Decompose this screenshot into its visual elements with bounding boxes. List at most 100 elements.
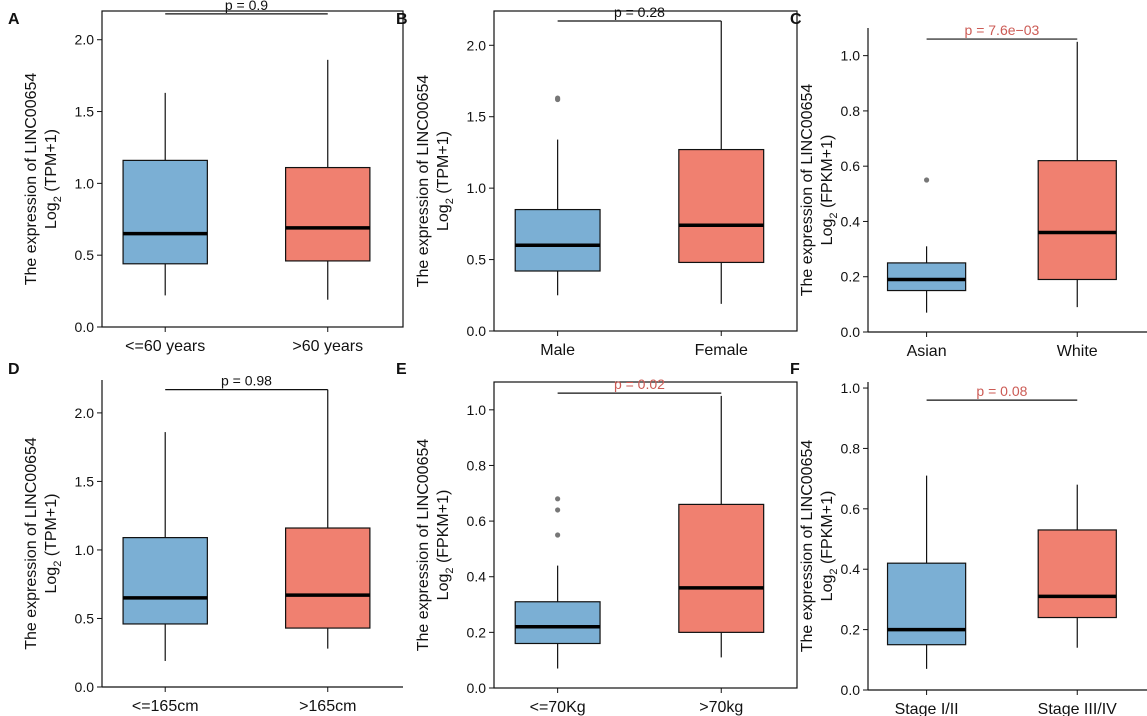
box-iqr	[514, 208, 601, 272]
log-unit: (TPM+1)	[43, 129, 60, 196]
plot-frame	[493, 10, 798, 332]
plot-frame	[493, 381, 798, 689]
y-axis-label: The expression of LINC00654	[799, 84, 816, 297]
box-2: Stage III/IV	[1037, 484, 1117, 716]
y-axis-label-unit: Log2 (TPM+1)	[43, 494, 64, 594]
pvalue-label: p = 0.08	[976, 383, 1027, 399]
pvalue-label: p = 0.98	[221, 373, 272, 389]
y-tick-label: 0.8	[841, 440, 861, 456]
y-axis-label: The expression of LINC00654	[415, 75, 432, 288]
box-1: Male	[514, 95, 601, 359]
box-iqr	[285, 527, 371, 629]
x-tick-label: <=60 years	[125, 338, 205, 355]
log-unit: (FPKM+1)	[819, 491, 836, 569]
log-subscript: 2	[828, 212, 840, 218]
y-tick-label: 2.0	[467, 37, 487, 53]
x-tick-label: Asian	[907, 343, 947, 360]
panel-e: E 0.0 0.2 0.4 0.6 0.8 1.0 The expression of LIN…	[396, 361, 798, 716]
log-subscript: 2	[444, 198, 456, 204]
y-tick-label: 0.8	[841, 103, 861, 119]
x-tick-label: <=165cm	[132, 698, 199, 715]
y-tick-label: 0.8	[467, 457, 487, 473]
panel-letter: B	[396, 11, 408, 28]
log-text: Log	[43, 567, 60, 594]
y-tick-label: 0.5	[467, 252, 487, 268]
x-tick-label: Male	[540, 342, 575, 359]
y-axis-label: The expression of LINC00654	[799, 440, 816, 653]
y-tick-label: 0.4	[841, 213, 861, 229]
panel-c: C 0.0 0.2 0.4 0.6 0.8 1.0 The expression of LIN…	[790, 11, 1147, 360]
y-tick-label: 0.0	[841, 324, 861, 340]
log-subscript: 2	[52, 561, 64, 567]
x-tick-label: Female	[695, 342, 748, 359]
pvalue-label: p = 0.9	[225, 0, 268, 13]
box-iqr	[886, 262, 967, 292]
log-subscript: 2	[52, 196, 64, 202]
box-1: <=60 years	[122, 92, 208, 355]
y-axis-label-unit: Log2 (TPM+1)	[43, 129, 64, 229]
y-tick-label: 1.0	[75, 542, 95, 558]
log-unit: (TPM+1)	[43, 494, 60, 561]
y-tick-label: 0.6	[841, 158, 861, 174]
y-tick-label: 1.0	[841, 48, 861, 64]
box-2: White	[1037, 41, 1117, 360]
y-tick-label: 0.0	[75, 679, 95, 695]
x-tick-label: >165cm	[299, 698, 356, 715]
outlier-point	[555, 496, 561, 502]
box-iqr	[886, 562, 967, 646]
box-1: Stage I/II	[886, 475, 967, 716]
y-tick-label: 0.0	[467, 323, 487, 339]
y-tick-label: 0.4	[467, 569, 487, 585]
x-tick-label: White	[1057, 343, 1098, 360]
x-tick-label: >70kg	[699, 699, 743, 716]
y-axis-label: The expression of LINC00654	[23, 73, 40, 286]
panel-letter: F	[790, 361, 800, 378]
y-tick-label: 0.2	[467, 624, 487, 640]
y-tick-label: 0.5	[75, 610, 95, 626]
y-tick-label: 0.6	[467, 513, 487, 529]
outlier-point	[555, 532, 561, 538]
box-iqr	[122, 537, 208, 625]
box-1: Asian	[886, 177, 967, 360]
panel-d: D 0.0 0.5 1.0 1.5 2.0 The expression of LINC00…	[8, 361, 403, 715]
box-iqr	[285, 166, 371, 262]
x-tick-label: >60 years	[292, 338, 363, 355]
log-text: Log	[435, 574, 452, 601]
log-subscript: 2	[444, 567, 456, 573]
x-tick-label: <=70Kg	[530, 699, 586, 716]
y-axis-label-unit: Log2 (TPM+1)	[435, 131, 456, 231]
log-subscript: 2	[828, 568, 840, 574]
outlier-point	[555, 95, 561, 101]
log-text: Log	[819, 219, 836, 246]
box-1: <=70Kg	[514, 496, 601, 716]
x-tick-label: Stage III/IV	[1038, 701, 1117, 716]
log-text: Log	[435, 204, 452, 231]
panel-letter: E	[396, 361, 407, 378]
box-iqr	[678, 148, 765, 264]
plot-frame	[101, 10, 404, 328]
pvalue-label: p = 0.28	[614, 4, 665, 20]
log-text: Log	[819, 575, 836, 602]
panel-letter: D	[8, 361, 20, 378]
y-tick-label: 1.5	[467, 109, 487, 125]
panel-f: F 0.0 0.2 0.4 0.6 0.8 1.0 The expression of LIN…	[790, 361, 1147, 716]
log-unit: (FPKM+1)	[435, 490, 452, 568]
box-2: >165cm	[285, 389, 371, 715]
box-2: Female	[678, 21, 765, 359]
y-tick-label: 2.0	[75, 32, 95, 48]
log-unit: (FPKM+1)	[819, 135, 836, 213]
box-2: >60 years	[285, 59, 371, 355]
y-tick-label: 1.0	[75, 175, 95, 191]
pvalue-label: p = 0.02	[614, 376, 665, 392]
y-tick-label: 1.5	[75, 104, 95, 120]
log-text: Log	[43, 202, 60, 229]
y-tick-label: 0.5	[75, 247, 95, 263]
panel-a: A 0.0 0.5 1.0 1.5 2.0 The expression of LINC00…	[8, 0, 404, 355]
y-axis-label: The expression of LINC00654	[23, 437, 40, 650]
y-tick-label: 0.0	[75, 319, 95, 335]
y-tick-label: 1.5	[75, 473, 95, 489]
y-tick-label: 1.0	[467, 402, 487, 418]
y-tick-label: 0.6	[841, 501, 861, 517]
box-iqr	[514, 601, 601, 645]
